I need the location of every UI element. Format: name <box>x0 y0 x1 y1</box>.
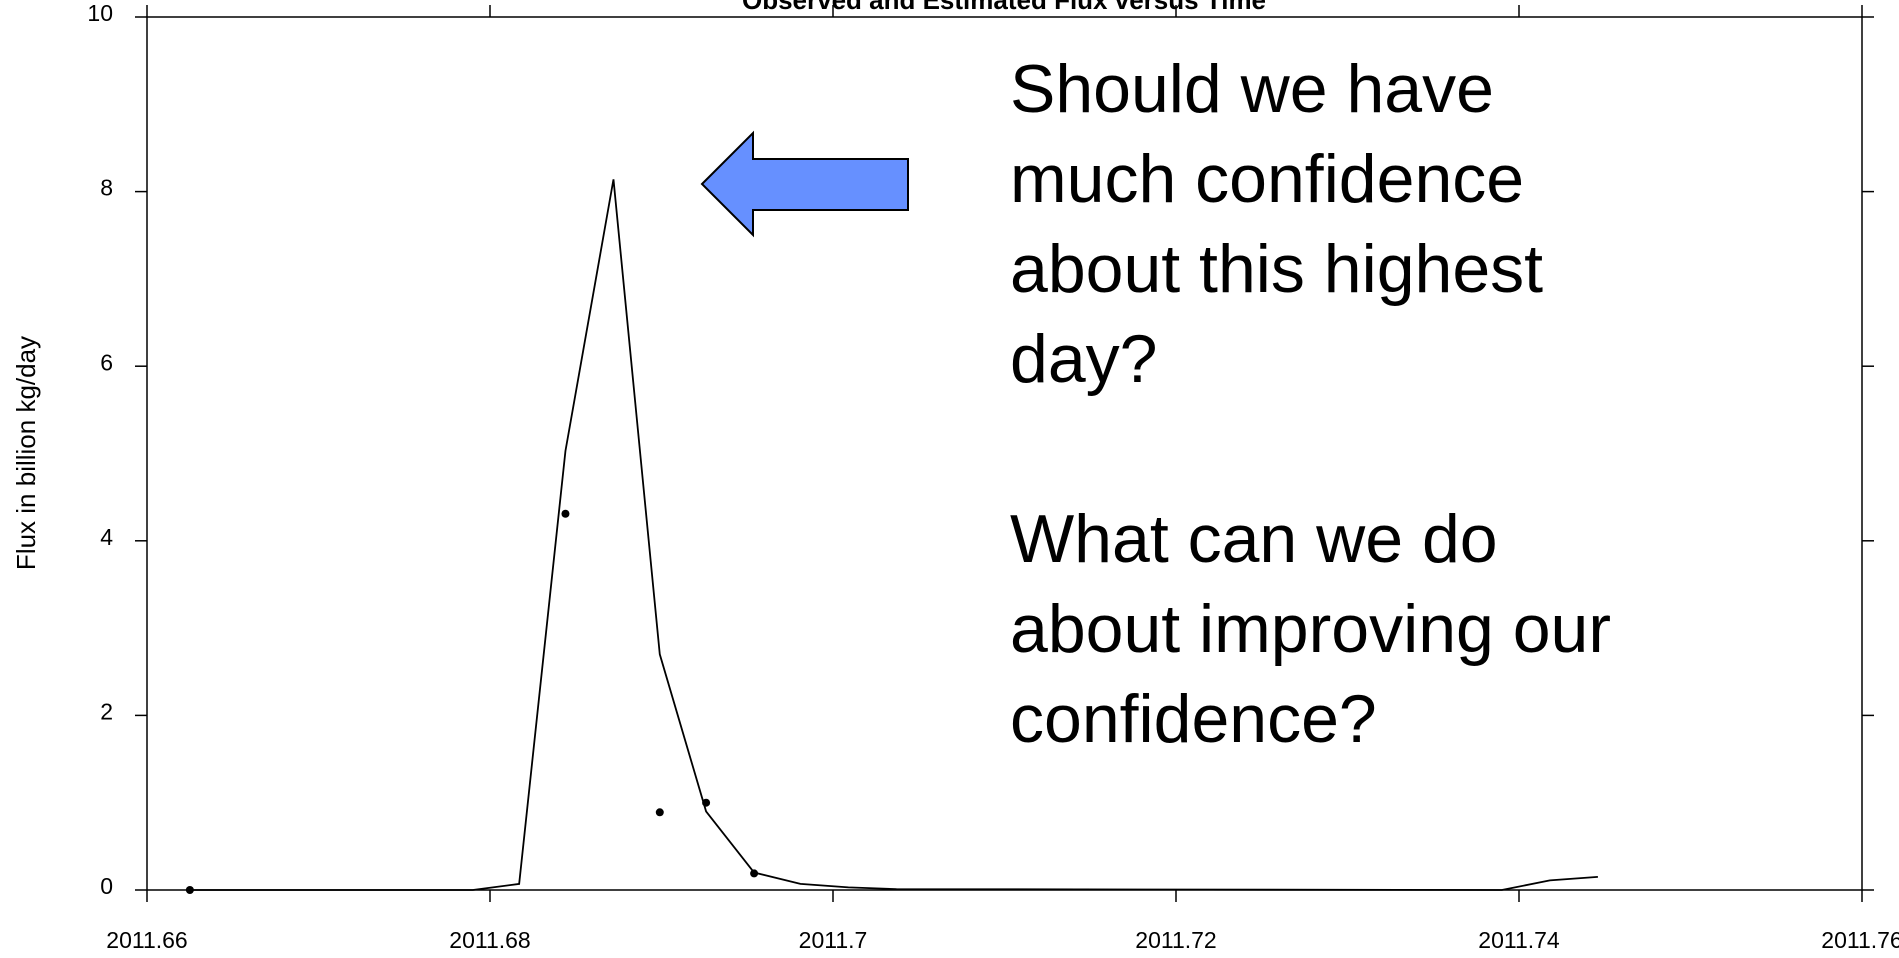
y-tick-label: 4 <box>100 524 113 550</box>
y-tick-label: 6 <box>100 349 113 375</box>
y-tick-label: 8 <box>100 175 113 201</box>
annotation-line: day? <box>1010 321 1157 397</box>
annotation-line: much confidence <box>1010 141 1524 217</box>
y-tick-label: 0 <box>100 873 113 899</box>
data-point <box>655 808 664 817</box>
annotation-line: confidence? <box>1010 681 1377 757</box>
x-tick-label: 2011.66 <box>106 927 187 953</box>
annotation-line: Should we have <box>1010 51 1494 127</box>
y-tick-label: 10 <box>87 0 113 26</box>
x-tick-label: 2011.76 <box>1821 927 1899 953</box>
y-tick-label: 2 <box>100 698 113 724</box>
data-point <box>185 886 194 894</box>
data-point <box>750 869 759 878</box>
plot-frame <box>146 16 1863 891</box>
data-point <box>702 798 711 807</box>
annotation-line: about improving our <box>1010 591 1611 667</box>
x-tick-label: 2011.74 <box>1478 927 1560 953</box>
chart-title: Observed and Estimated Flux versus Time <box>742 0 1266 15</box>
annotation-line: What can we do <box>1010 501 1498 577</box>
data-point <box>561 509 570 518</box>
arrow <box>700 130 909 238</box>
annotation-line: about this highest <box>1010 231 1543 307</box>
x-tick-label: 2011.68 <box>449 927 530 953</box>
y-axis-label: Flux in billion kg/day <box>11 336 41 570</box>
x-tick-label: 2011.7 <box>799 927 868 953</box>
x-tick-label: 2011.72 <box>1135 927 1216 953</box>
data-line <box>189 179 1598 891</box>
